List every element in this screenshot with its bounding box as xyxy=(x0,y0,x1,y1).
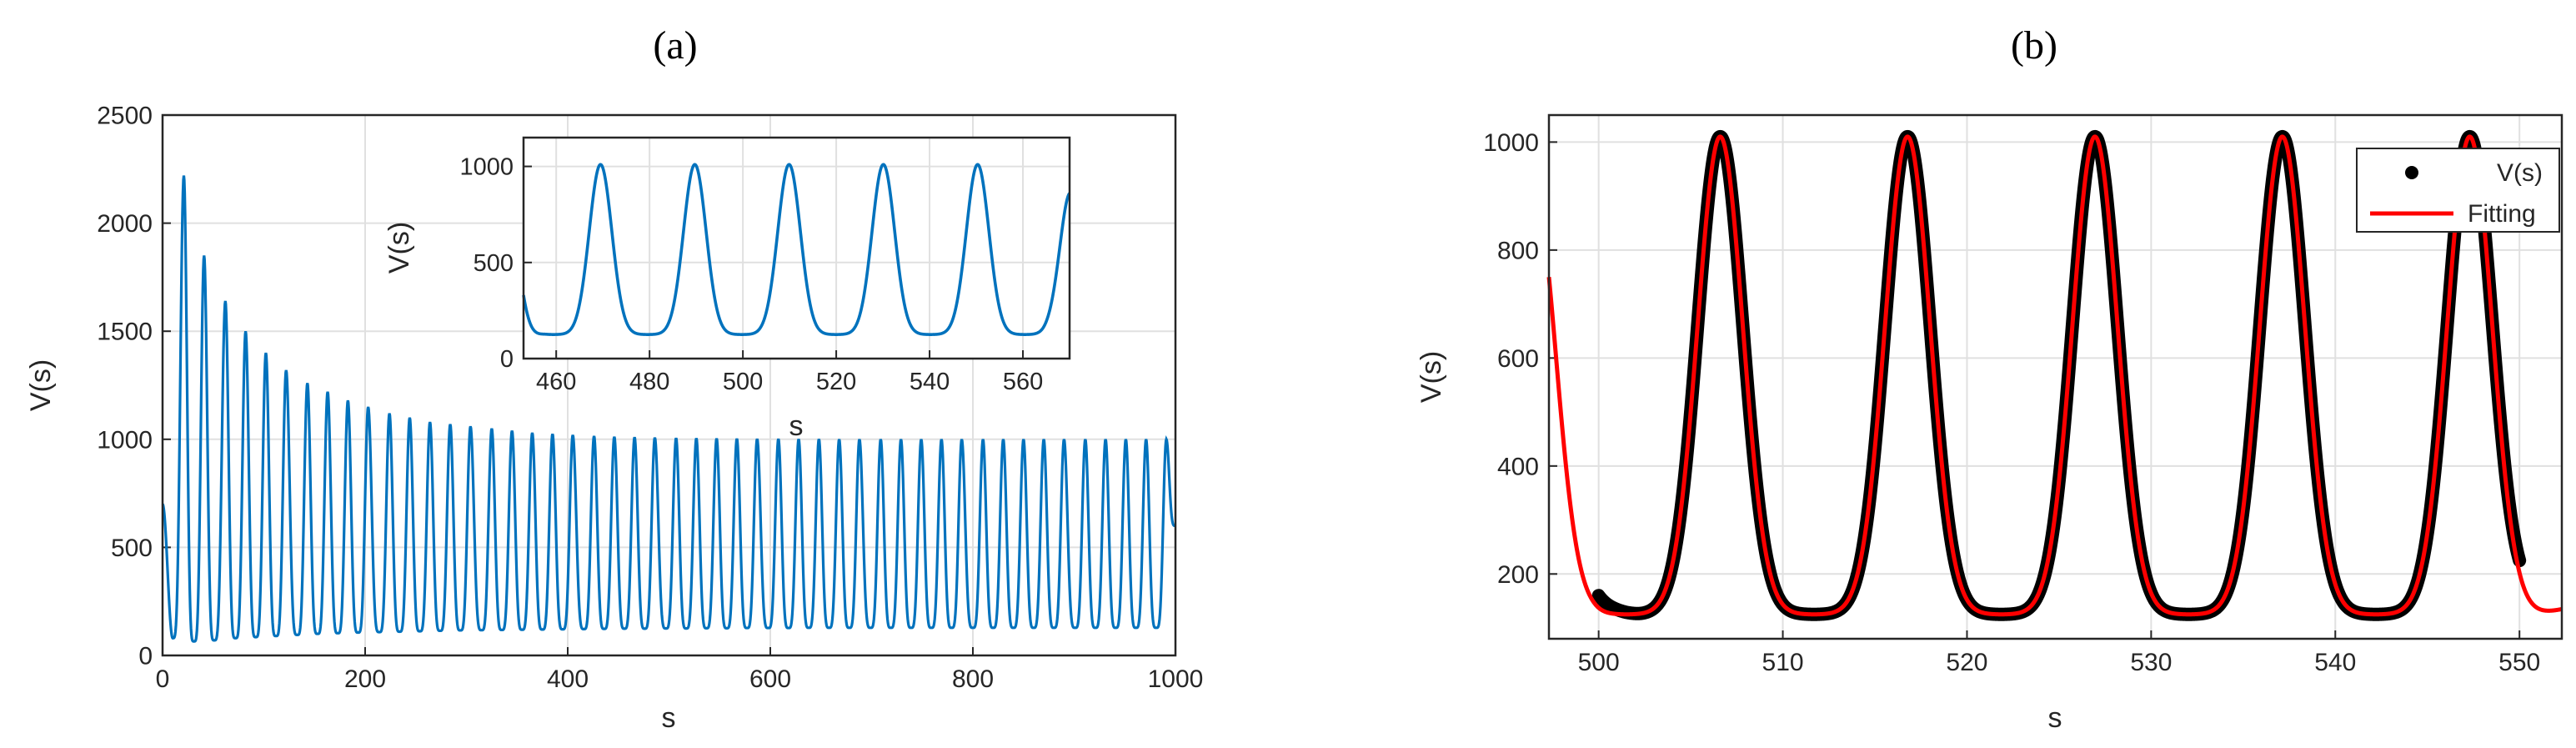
panel-a-frame xyxy=(161,113,1177,657)
inset-x-tick-label: 480 xyxy=(629,369,669,395)
inset-x-tick-label: 500 xyxy=(723,369,763,395)
inset-y-axis-label: V(s) xyxy=(383,222,415,274)
panel-a-label: (a) xyxy=(653,23,697,68)
panel-b-x-tick-label: 550 xyxy=(2498,649,2540,676)
inset-background xyxy=(524,138,1070,359)
legend-box xyxy=(2356,148,2560,233)
panel-a-x-tick-label: 400 xyxy=(547,665,589,693)
panel-b-x-tick-label: 510 xyxy=(1762,649,1804,676)
panel-a-inset-axes: 0 500 1000 460 480 500 520 540 560 s V(s) xyxy=(383,136,1071,442)
panel-b-y-tick-label: 200 xyxy=(1497,561,1539,589)
panel-b-x-tick-label: 500 xyxy=(1578,649,1620,676)
panel-a-x-axis-label: s xyxy=(662,702,676,734)
inset-x-tick-label: 560 xyxy=(1003,369,1043,395)
inset-frame xyxy=(522,136,1071,360)
legend-entry-fitting: Fitting xyxy=(2468,200,2536,228)
inset-y-tick-label: 500 xyxy=(474,250,514,277)
panel-a-y-tick-label: 0 xyxy=(138,643,153,670)
panel-b-y-tick-labels: 200 400 600 800 1000 xyxy=(1483,129,1539,589)
panel-b-x-tick-label: 540 xyxy=(2314,649,2356,676)
panel-a-x-tick-label: 1000 xyxy=(1148,665,1204,693)
panel-a-x-tick-label: 0 xyxy=(156,665,170,693)
panel-b-y-axis-label: V(s) xyxy=(1416,351,1447,403)
panel-a-y-tick-label: 2000 xyxy=(97,210,153,238)
panel-a-x-tick-label: 600 xyxy=(749,665,791,693)
panel-b-y-tick-label: 1000 xyxy=(1483,129,1539,157)
inset-x-tick-label: 460 xyxy=(536,369,576,395)
panel-b-fitting-line xyxy=(1546,134,2563,617)
panel-a-series-line xyxy=(161,175,1175,643)
panel-a-x-tick-labels: 0 200 400 600 800 1000 xyxy=(156,665,1204,693)
panel-b-axes: 200 400 600 800 1000 500 510 520 530 540 550 s V(… xyxy=(1416,113,2563,734)
panel-b-y-tick-label: 800 xyxy=(1497,237,1539,264)
panel-a-y-tick-label: 2500 xyxy=(97,103,153,130)
panel-a-x-tick-label: 200 xyxy=(344,665,386,693)
panel-a-y-tick-labels: 0 500 1000 1500 2000 2500 xyxy=(97,103,153,670)
inset-x-axis-label: s xyxy=(789,410,804,442)
panel-b-x-tick-labels: 500 510 520 530 540 550 xyxy=(1578,649,2541,676)
inset-x-tick-labels: 460 480 500 520 540 560 xyxy=(536,369,1043,395)
inset-y-tick-label: 1000 xyxy=(459,154,514,181)
panel-b-y-tick-label: 400 xyxy=(1497,453,1539,480)
panel-b-legend: V(s) Fitting xyxy=(2356,148,2560,233)
inset-series-line xyxy=(522,163,1071,336)
panel-b-frame xyxy=(1547,113,2563,640)
panel-b-y-tick-label: 600 xyxy=(1497,345,1539,373)
inset-x-tick-label: 540 xyxy=(910,369,950,395)
panel-b-x-tick-label: 530 xyxy=(2130,649,2172,676)
legend-entry-vs: V(s) xyxy=(2497,159,2543,187)
inset-y-tick-label: 0 xyxy=(500,346,514,373)
panel-b-x-tick-label: 520 xyxy=(1946,649,1987,676)
inset-y-tick-labels: 0 500 1000 xyxy=(459,154,514,373)
inset-x-tick-label: 520 xyxy=(816,369,856,395)
panel-a-y-axis-label: V(s) xyxy=(25,359,57,411)
legend-dot-marker xyxy=(2405,166,2418,179)
panel-a-y-tick-label: 1500 xyxy=(97,319,153,346)
panel-a-y-tick-label: 500 xyxy=(111,535,153,562)
panel-a-x-tick-label: 800 xyxy=(952,665,994,693)
panel-b-x-axis-label: s xyxy=(2048,702,2062,734)
panel-b-label: (b) xyxy=(2011,23,2057,68)
panel-a-y-tick-label: 1000 xyxy=(97,426,153,454)
